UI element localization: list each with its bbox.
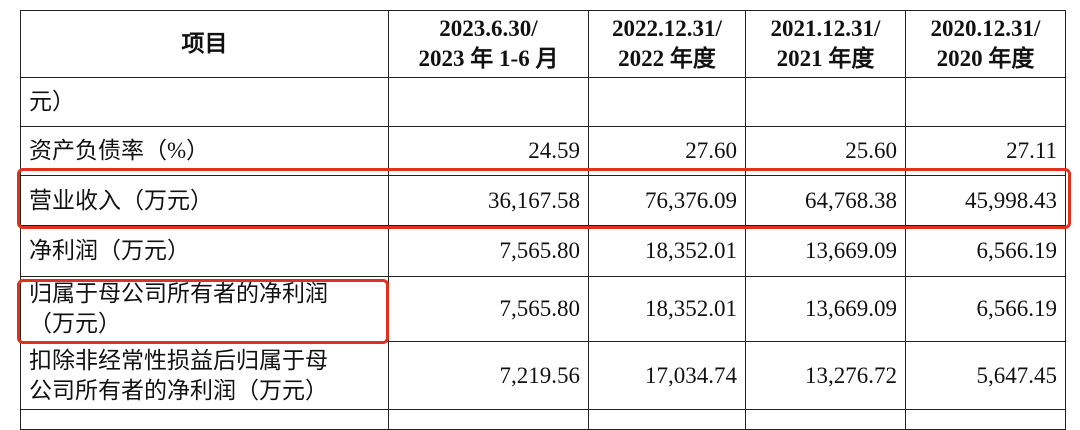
value-cell: 18,352.01 — [588, 276, 746, 342]
cell-line: 资产负债率（%） — [29, 138, 210, 163]
row-label: 元） — [20, 77, 389, 127]
value-cell: 7,565.80 — [388, 225, 589, 277]
value-cell: 76,376.09 — [588, 175, 746, 226]
row-label: 资产负债率（%） — [20, 126, 389, 176]
cell-line: 2022 年度 — [618, 46, 716, 71]
empty-cell — [745, 409, 906, 430]
cell-line: 2020 年度 — [936, 46, 1035, 71]
row-label: 归属于母公司所有者的净利润 （万元） — [20, 276, 389, 342]
empty-cell — [588, 409, 746, 430]
highlight-box — [17, 168, 1071, 229]
cell-line: 项目 — [181, 31, 228, 56]
cell-line: 2022.12.31/ — [612, 16, 722, 41]
value-cell: 17,034.74 — [588, 341, 746, 410]
value-cell: 36,167.58 — [388, 175, 589, 226]
cell-line: 公司所有者的净利润（万元） — [29, 377, 328, 403]
table-row: 营业收入（万元） 36,167.58 76,376.09 64,768.38 45,99… — [20, 175, 1066, 226]
cell-line: 归属于母公司所有者的净利润 — [29, 281, 328, 306]
cell-line: 2023.6.30/ — [439, 16, 538, 41]
cell-line: （万元） — [29, 311, 121, 336]
empty-cell — [905, 409, 1066, 430]
table-row: 资产负债率（%） 24.59 27.60 25.60 27.11 — [20, 126, 1066, 176]
value-cell: 25.60 — [745, 126, 906, 176]
value-cell — [588, 77, 746, 127]
cell-line: 元） — [29, 89, 75, 114]
cell-line: 2020.12.31/ — [930, 16, 1041, 41]
header-cell: 2023.6.30/2023 年 1-6 月 — [388, 10, 589, 78]
table-row: 净利润（万元） 7,565.80 18,352.01 13,669.09 6,566.1… — [20, 225, 1066, 277]
row-label: 净利润（万元） — [20, 225, 389, 277]
value-cell — [905, 77, 1066, 127]
header-cell: 项目 — [20, 10, 389, 78]
value-cell: 5,647.45 — [905, 341, 1066, 410]
data-table: 项目 2023.6.30/2023 年 1-6 月 2022.12.31/2022 … — [20, 10, 1066, 430]
value-cell — [388, 77, 589, 127]
table-row — [20, 409, 1066, 430]
table-row: 扣除非经常性损益后归属于母 公司所有者的净利润（万元） 7,219.56 17,034… — [20, 341, 1066, 410]
cell-line: 2021.12.31/ — [770, 16, 881, 41]
cell-line: 扣除非经常性损益后归属于母 — [29, 347, 328, 373]
header-cell: 2022.12.31/2022 年度 — [588, 10, 746, 78]
value-cell: 13,669.09 — [745, 225, 906, 277]
empty-cell — [20, 409, 389, 430]
cell-line: 2023 年 1-6 月 — [418, 46, 559, 71]
value-cell: 7,565.80 — [388, 276, 589, 342]
value-cell: 13,276.72 — [745, 341, 906, 410]
value-cell: 6,566.19 — [905, 276, 1066, 342]
header-cell: 2021.12.31/2021 年度 — [745, 10, 906, 78]
value-cell: 18,352.01 — [588, 225, 746, 277]
header-row: 项目 2023.6.30/2023 年 1-6 月 2022.12.31/2022 … — [20, 10, 1066, 78]
cell-line: 2021 年度 — [776, 46, 875, 71]
value-cell: 27.11 — [905, 126, 1066, 176]
header-cell: 2020.12.31/2020 年度 — [905, 10, 1066, 78]
value-cell: 45,998.43 — [905, 175, 1066, 226]
value-cell: 7,219.56 — [388, 341, 589, 410]
value-cell — [745, 77, 906, 127]
value-cell: 13,669.09 — [745, 276, 906, 342]
cell-line: 净利润（万元） — [29, 238, 190, 263]
row-label: 扣除非经常性损益后归属于母 公司所有者的净利润（万元） — [20, 341, 389, 410]
value-cell: 24.59 — [388, 126, 589, 176]
table-row: 元） — [20, 77, 1066, 127]
empty-cell — [388, 409, 589, 430]
table-row: 归属于母公司所有者的净利润 （万元） 7,565.80 18,352.01 13,669… — [20, 276, 1066, 342]
highlight-box — [17, 279, 389, 344]
cell-line: 营业收入（万元） — [29, 187, 213, 213]
value-cell: 6,566.19 — [905, 225, 1066, 277]
page: {"table": { "header": [["项目"], ["2023.6.… — [17, 10, 1071, 430]
